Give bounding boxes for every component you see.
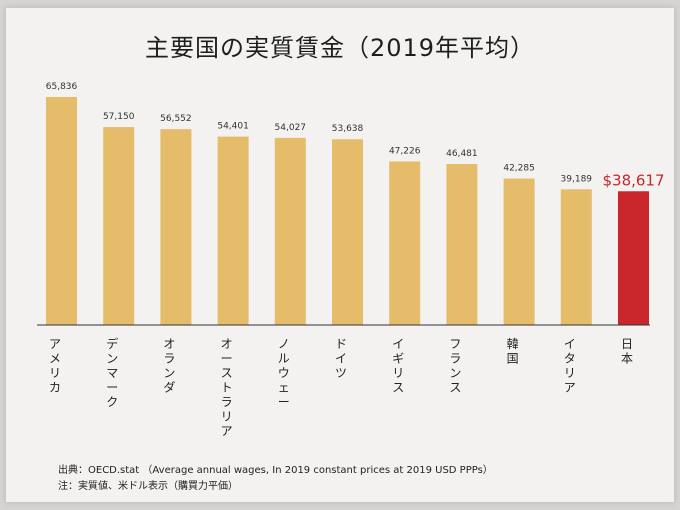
bar xyxy=(560,189,592,325)
category-label: デンマーク xyxy=(106,336,118,409)
bar xyxy=(46,97,77,325)
value-label: 56,552 xyxy=(160,114,192,124)
bar xyxy=(332,139,363,325)
value-label: 57,150 xyxy=(103,112,135,122)
footnote: 注：実質値、米ドル表示（購買力平価） xyxy=(58,481,238,492)
value-label: 47,226 xyxy=(389,146,421,156)
bar xyxy=(274,137,306,325)
bar xyxy=(103,127,135,325)
value-label: 42,285 xyxy=(503,164,535,174)
bar xyxy=(389,161,421,325)
value-label: $38,617 xyxy=(602,171,664,189)
bar xyxy=(618,191,649,325)
bar xyxy=(446,164,478,325)
chart-title: 主要国の実質賃金（2019年平均） xyxy=(144,34,536,62)
bar xyxy=(160,129,192,325)
value-label: 54,027 xyxy=(275,123,307,133)
category-label: 日本 xyxy=(621,337,633,366)
category-label: オーストラリア xyxy=(221,337,233,438)
value-label: 54,401 xyxy=(217,122,249,132)
value-label: 39,189 xyxy=(561,174,593,184)
category-label: ドイツ xyxy=(335,337,347,380)
value-label: 53,638 xyxy=(332,124,364,134)
source-note: 出典：OECD.stat （Average annual wages, In 2… xyxy=(58,465,493,476)
category-label: 韓国 xyxy=(507,337,519,366)
value-label: 65,836 xyxy=(46,82,78,92)
category-label: イギリス xyxy=(392,337,404,395)
category-label: フランス xyxy=(449,337,461,395)
bar xyxy=(503,178,535,325)
bar xyxy=(217,136,249,325)
value-label: 46,481 xyxy=(446,149,478,159)
category-label: ノルウェー xyxy=(278,337,290,409)
category-label: イタリア xyxy=(564,337,576,395)
category-label: オランダ xyxy=(163,337,175,395)
category-label: アメリカ xyxy=(49,337,61,395)
